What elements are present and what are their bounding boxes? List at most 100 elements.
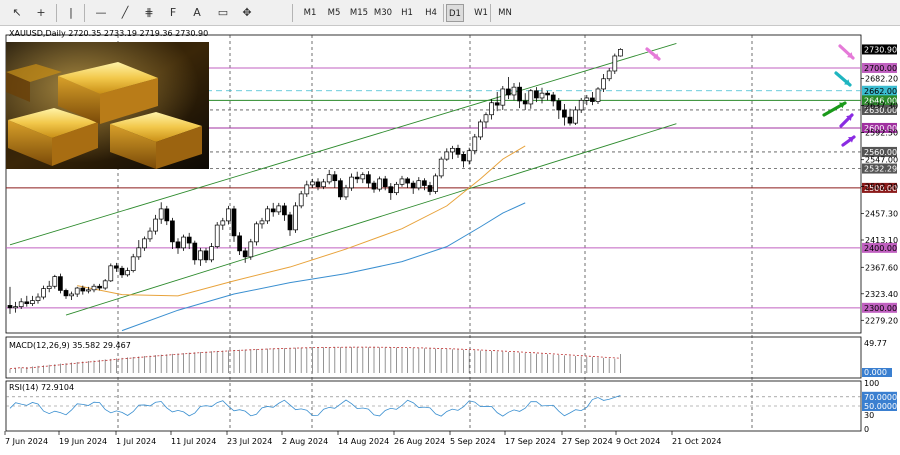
- candle: [18, 298, 24, 310]
- arrow-purple-2630-head: [846, 115, 852, 121]
- candle-body: [13, 306, 18, 309]
- crosshair-icon[interactable]: +: [36, 6, 46, 19]
- gold-bars-image: [6, 42, 209, 169]
- level-tag-2700.00: [862, 62, 897, 73]
- timeframe-h4[interactable]: H4: [425, 8, 437, 18]
- level-tag-2560.00: [862, 146, 897, 157]
- candle-body: [287, 214, 293, 231]
- candle: [584, 94, 590, 106]
- candle-body: [433, 175, 438, 192]
- candle: [455, 144, 461, 158]
- time-tick-label: 21 Oct 2024: [672, 437, 721, 446]
- text-icon[interactable]: A: [193, 6, 201, 19]
- candle-body: [472, 136, 478, 152]
- cursor-icon[interactable]: ↖: [12, 6, 22, 19]
- candle: [259, 217, 265, 229]
- candle-body: [444, 151, 450, 160]
- candle-body: [7, 305, 13, 309]
- level-tag-2662.00: [862, 85, 897, 96]
- trendline-icon[interactable]: ╱: [121, 6, 129, 19]
- timeframe-mn[interactable]: MN: [498, 8, 512, 18]
- price-tick-label: 2637.30: [865, 102, 898, 111]
- candle-body: [181, 236, 186, 249]
- timeframe-d1[interactable]: D1: [446, 4, 464, 22]
- candle: [338, 178, 343, 200]
- candle: [130, 253, 136, 273]
- candle: [539, 87, 545, 104]
- candle: [164, 205, 170, 226]
- candle-body: [164, 208, 170, 222]
- candle-body: [489, 102, 494, 116]
- candle-body: [298, 193, 304, 207]
- candle-body: [354, 176, 360, 180]
- candle: [293, 202, 298, 233]
- candle-body: [394, 183, 399, 194]
- candle: [494, 91, 500, 112]
- candle-body: [114, 265, 119, 269]
- timeframe-m15[interactable]: M15: [349, 8, 369, 18]
- candle: [427, 181, 433, 196]
- price-tick-label: 2547.00: [865, 156, 898, 165]
- candle: [35, 293, 41, 304]
- toolbar-separator: [490, 4, 491, 22]
- candle: [444, 148, 450, 161]
- vertical-line-icon[interactable]: |: [69, 6, 73, 19]
- candle-body: [511, 86, 517, 96]
- candle: [388, 183, 394, 200]
- level-tag-2646.00: [862, 95, 897, 106]
- candle: [153, 214, 158, 235]
- candle-body: [130, 256, 136, 271]
- rsi-level-tag: [862, 401, 897, 411]
- candle-body: [170, 220, 175, 243]
- time-tick-label: 11 Jul 2024: [171, 437, 216, 446]
- candle-body: [142, 238, 147, 249]
- candle: [52, 274, 58, 289]
- candle: [595, 87, 601, 104]
- candle: [371, 180, 377, 193]
- horizontal-line-icon[interactable]: —: [95, 6, 107, 19]
- timeframe-m30[interactable]: M30: [373, 8, 393, 18]
- candle-body: [304, 184, 310, 195]
- candle-body: [153, 218, 158, 232]
- candle-body: [214, 224, 220, 248]
- candle: [534, 87, 539, 103]
- candle-body: [119, 267, 125, 276]
- candle: [91, 283, 97, 293]
- candle-body: [377, 178, 382, 190]
- candle-body: [80, 287, 86, 292]
- rsi-label: RSI(14) 72.9104: [9, 383, 75, 392]
- candle-body: [584, 97, 590, 101]
- candle: [472, 133, 478, 155]
- candle-body: [562, 109, 567, 118]
- level-label-2560.00: 2560.00: [864, 148, 897, 157]
- label-icon[interactable]: ▭: [217, 6, 229, 19]
- candle: [304, 180, 310, 197]
- candle-body: [231, 208, 237, 237]
- timeframe-m1[interactable]: M1: [303, 8, 317, 18]
- candle: [254, 221, 259, 246]
- shapes-icon[interactable]: ✥: [242, 6, 252, 19]
- time-tick-label: 14 Aug 2024: [338, 437, 389, 446]
- candle: [360, 172, 366, 184]
- candle: [142, 236, 147, 251]
- level-tag-2730.90: [862, 44, 897, 55]
- arrow-pink-candle-head: [653, 53, 659, 59]
- timeframe-h1[interactable]: H1: [401, 8, 413, 18]
- toolbar-separator: [56, 4, 57, 22]
- candle: [192, 240, 198, 265]
- price-tick-label: 2323.40: [865, 290, 898, 299]
- candle: [315, 178, 321, 191]
- candle-body: [338, 180, 343, 198]
- candle-body: [293, 205, 298, 231]
- fibonacci-icon[interactable]: F: [169, 6, 177, 19]
- timeframe-w1[interactable]: W1: [474, 8, 488, 18]
- candle: [573, 106, 578, 125]
- arrow-green-2646-head: [839, 102, 845, 109]
- timeframe-m5[interactable]: M5: [327, 8, 341, 18]
- candle: [58, 273, 63, 294]
- candle-body: [46, 285, 52, 289]
- candle-body: [186, 236, 192, 244]
- candle: [220, 217, 226, 230]
- channel-icon[interactable]: ⋕: [144, 6, 154, 19]
- macd-signal-line: [9, 346, 621, 370]
